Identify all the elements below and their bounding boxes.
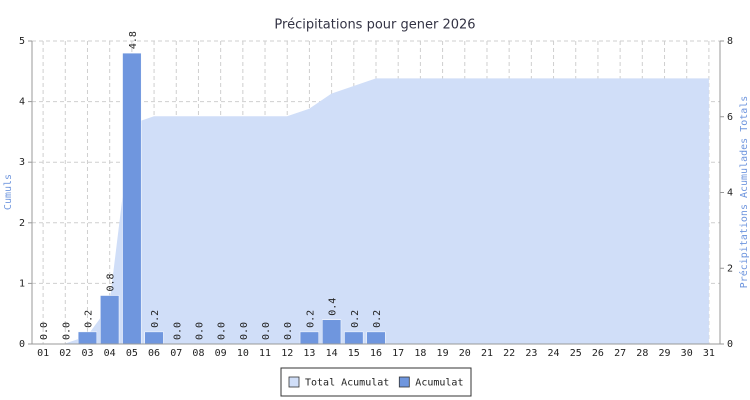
data-label: 0.0 — [172, 322, 183, 340]
x-tick-label: 20 — [459, 348, 471, 359]
y-tick-label: 0 — [19, 339, 25, 350]
data-label: 0.2 — [305, 310, 316, 328]
data-label: 0.0 — [239, 322, 250, 340]
x-tick-label: 25 — [570, 348, 582, 359]
x-tick-label: 26 — [592, 348, 604, 359]
bar — [344, 331, 364, 345]
y2-tick-label: 4 — [727, 188, 733, 199]
bar — [366, 331, 386, 345]
x-tick-label: 24 — [548, 348, 560, 359]
y-tick-label: 2 — [19, 218, 25, 229]
x-tick-label: 02 — [59, 348, 71, 359]
x-tick-label: 14 — [326, 348, 338, 359]
y-tick-label: 5 — [19, 36, 25, 47]
y2-tick-label: 6 — [727, 112, 733, 123]
x-tick-label: 23 — [525, 348, 537, 359]
legend-label: Acumulat — [415, 378, 463, 389]
y-tick-label: 3 — [19, 157, 25, 168]
data-label: 0.4 — [328, 298, 339, 316]
y2-tick-label: 0 — [727, 339, 733, 350]
x-tick-label: 27 — [614, 348, 626, 359]
bar — [322, 319, 342, 345]
x-tick-label: 11 — [259, 348, 271, 359]
data-label: 0.8 — [106, 273, 117, 291]
x-tick-label: 01 — [37, 348, 49, 359]
x-tick-label: 07 — [170, 348, 182, 359]
data-label: 0.0 — [61, 322, 72, 340]
legend-label: Total Acumulat — [305, 378, 389, 389]
x-tick-label: 30 — [681, 348, 693, 359]
area-line — [43, 78, 709, 345]
x-tick-label: 06 — [148, 348, 160, 359]
data-label: 0.0 — [39, 322, 50, 340]
data-label: 0.0 — [194, 322, 205, 340]
data-label: 0.2 — [372, 310, 383, 328]
data-label: 0.0 — [261, 322, 272, 340]
data-label: 0.0 — [283, 322, 294, 340]
x-tick-label: 16 — [370, 348, 382, 359]
legend — [280, 367, 472, 397]
bar — [122, 52, 142, 345]
y2-axis-label: Précipitations Acumulades Totals — [738, 96, 750, 289]
x-tick-label: 03 — [81, 348, 93, 359]
x-tick-label: 08 — [192, 348, 204, 359]
x-tick-label: 17 — [392, 348, 404, 359]
legend-swatch — [398, 376, 410, 388]
x-tick-label: 09 — [215, 348, 227, 359]
x-tick-label: 19 — [437, 348, 449, 359]
bar — [144, 331, 164, 345]
y2-tick-label: 8 — [727, 36, 733, 47]
x-tick-label: 28 — [636, 348, 648, 359]
y-tick-label: 4 — [19, 97, 25, 108]
x-tick-label: 04 — [104, 348, 116, 359]
legend-swatch — [288, 376, 300, 388]
x-tick-label: 21 — [481, 348, 493, 359]
x-tick-label: 15 — [348, 348, 360, 359]
bar — [100, 295, 120, 345]
x-tick-label: 12 — [281, 348, 293, 359]
bar — [77, 331, 98, 345]
x-tick-label: 31 — [703, 348, 715, 359]
x-tick-label: 22 — [503, 348, 515, 359]
y-tick-label: 1 — [19, 278, 25, 289]
chart-title: Précipitations pour gener 2026 — [274, 18, 475, 33]
data-label: 0.2 — [350, 310, 361, 328]
data-label: 0.2 — [83, 310, 94, 328]
y-axis-label: Cumuls — [3, 174, 14, 210]
data-label: 0.0 — [217, 322, 228, 340]
data-label: 0.2 — [150, 310, 161, 328]
y2-tick-label: 2 — [727, 263, 733, 274]
bar — [299, 331, 319, 345]
x-tick-label: 29 — [658, 348, 670, 359]
data-label: 4.8 — [128, 31, 139, 49]
x-tick-label: 13 — [303, 348, 315, 359]
x-tick-label: 05 — [126, 348, 138, 359]
area-fill — [43, 78, 709, 344]
x-tick-label: 10 — [237, 348, 249, 359]
x-tick-label: 18 — [414, 348, 426, 359]
